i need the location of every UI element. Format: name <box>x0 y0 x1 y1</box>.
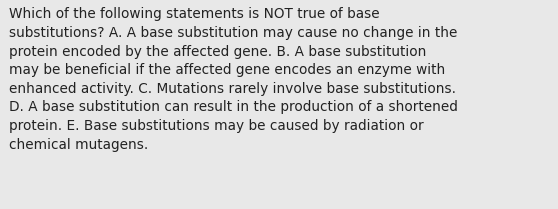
Text: Which of the following statements is NOT true of base
substitutions? A. A base s: Which of the following statements is NOT… <box>9 7 458 152</box>
